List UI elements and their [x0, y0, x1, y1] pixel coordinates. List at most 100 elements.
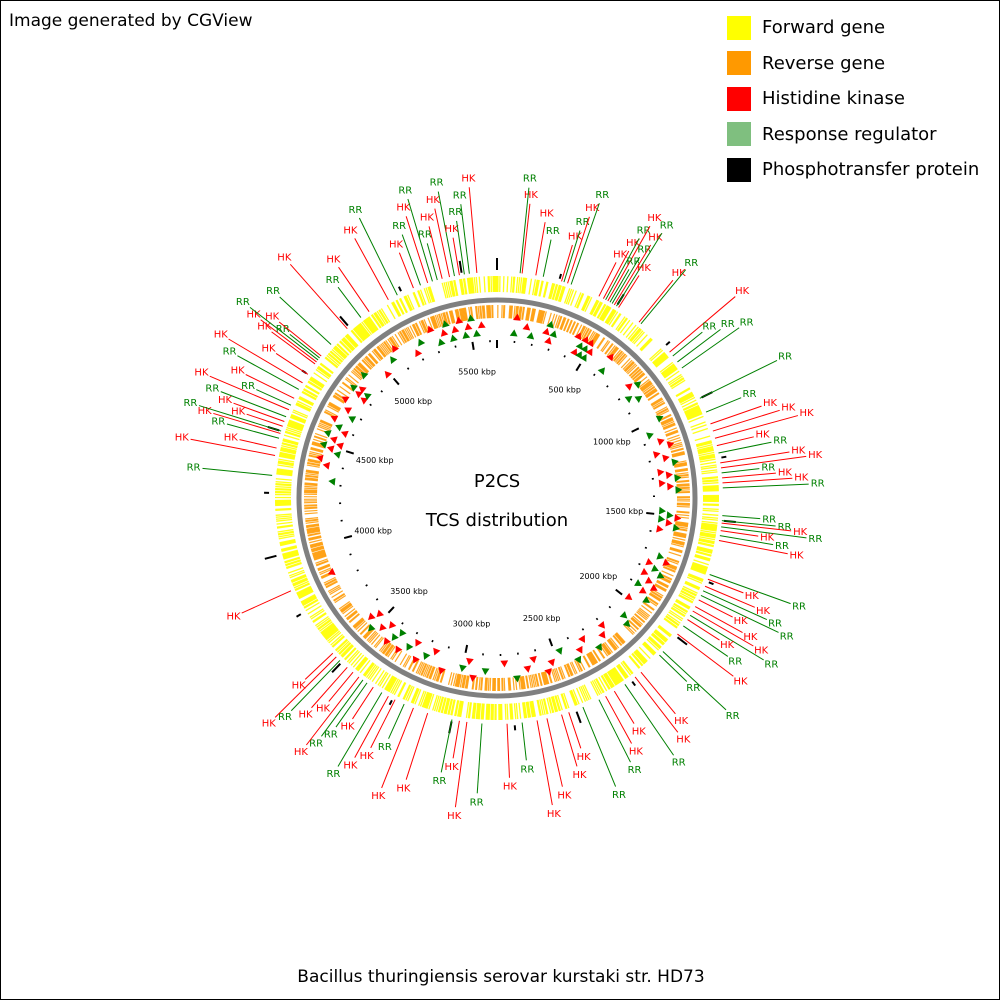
forward-gene-mark — [303, 598, 319, 608]
reverse-gene-mark — [311, 443, 325, 449]
forward-gene-mark — [600, 306, 610, 321]
forward-gene-mark — [697, 445, 714, 451]
forward-gene-mark — [696, 546, 713, 553]
forward-gene-mark — [419, 289, 427, 305]
reverse-gene-mark — [345, 610, 357, 620]
reverse-gene-mark — [617, 355, 628, 366]
reverse-gene-mark — [329, 401, 342, 410]
reverse-gene-mark — [676, 484, 690, 487]
legend-item-response-regulator: Response regulator — [727, 117, 979, 153]
reverse-gene-mark — [312, 550, 326, 556]
forward-gene-mark — [661, 364, 675, 375]
forward-gene-mark — [282, 438, 299, 444]
reverse-gene-mark — [319, 420, 332, 428]
forward-gene-mark — [345, 334, 358, 348]
reverse-gene-mark — [606, 639, 616, 651]
reverse-gene-mark — [477, 305, 480, 319]
reverse-gene-mark — [552, 668, 558, 682]
reverse-gene-mark — [521, 306, 526, 320]
forward-gene-mark — [563, 288, 571, 304]
forward-gene-mark — [584, 296, 593, 313]
feature-leader-line — [337, 286, 362, 318]
forward-gene-mark — [321, 624, 335, 635]
forward-gene-mark — [669, 609, 684, 620]
forward-gene-mark — [278, 533, 295, 538]
reverse-gene-mark — [445, 311, 451, 325]
forward-gene-mark — [279, 538, 296, 544]
reverse-gene-mark — [310, 446, 324, 452]
reverse-gene-mark — [327, 405, 340, 413]
forward-gene-mark — [278, 455, 295, 460]
forward-gene-mark — [341, 339, 354, 352]
forward-gene-mark — [460, 278, 465, 295]
forward-gene-mark — [301, 391, 317, 401]
reverse-gene-mark — [671, 451, 685, 456]
feature-label: RR — [761, 463, 775, 474]
forward-gene-mark — [701, 522, 718, 526]
forward-gene-mark — [307, 380, 323, 391]
forward-gene-mark — [699, 534, 716, 539]
forward-gene-mark — [523, 702, 528, 719]
forward-gene-mark — [299, 395, 315, 405]
reverse-gene-mark — [383, 643, 392, 655]
forward-gene-mark — [576, 293, 585, 309]
reverse-gene-mark — [438, 313, 444, 327]
reverse-gene-mark — [474, 306, 478, 320]
forward-gene-mark — [696, 441, 712, 447]
forward-gene-mark — [698, 453, 715, 459]
forward-gene-mark — [701, 469, 718, 473]
forward-gene-mark — [690, 567, 706, 575]
forward-gene-mark — [679, 395, 695, 404]
forward-gene-mark — [700, 466, 717, 470]
forward-gene-mark — [609, 669, 620, 684]
forward-gene-mark — [606, 671, 617, 686]
forward-gene-mark — [280, 446, 297, 452]
forward-gene-mark — [428, 693, 435, 710]
reverse-gene-mark — [485, 677, 488, 691]
histidine-kinase-marker — [415, 349, 423, 358]
feature-label: HK — [632, 726, 647, 737]
feature-label: RR — [276, 324, 290, 335]
reverse-gene-mark — [628, 619, 640, 630]
feature-label: RR — [430, 178, 444, 189]
forward-gene-mark — [665, 615, 679, 627]
tick-label: 3500 kbp — [390, 587, 428, 596]
forward-gene-mark — [276, 469, 293, 473]
feature-label: RR — [418, 230, 432, 241]
forward-gene-mark — [617, 318, 629, 332]
forward-gene-mark — [285, 559, 301, 566]
forward-gene-mark — [444, 698, 450, 714]
reverse-gene-mark — [575, 659, 583, 672]
feature-leader-line — [354, 695, 389, 758]
forward-gene-mark — [449, 280, 454, 297]
forward-gene-mark — [692, 561, 709, 569]
forward-gene-mark — [332, 636, 345, 648]
forward-gene-mark — [601, 674, 611, 690]
tick-label: 5000 kbp — [394, 397, 432, 406]
forward-gene-mark — [531, 279, 537, 296]
reverse-gene-mark — [450, 672, 455, 686]
forward-gene-mark — [698, 451, 715, 457]
reverse-gene-mark — [380, 641, 390, 653]
histidine-kinase-marker — [657, 438, 665, 446]
forward-gene-mark — [629, 655, 641, 669]
reverse-gene-mark — [624, 361, 635, 372]
reverse-gene-mark — [455, 673, 460, 687]
forward-gene-mark — [631, 653, 643, 667]
reverse-gene-mark — [609, 637, 620, 649]
forward-gene-mark — [682, 585, 698, 594]
feature-label: RR — [628, 765, 642, 776]
forward-gene-mark — [555, 285, 562, 301]
forward-gene-mark — [280, 449, 296, 455]
response-regulator-marker — [418, 338, 426, 347]
reverse-gene-mark — [552, 314, 558, 328]
tick-mark — [437, 350, 441, 354]
reverse-gene-mark — [606, 345, 616, 357]
forward-gene-mark — [477, 703, 481, 720]
forward-gene-mark — [275, 504, 292, 507]
reverse-gene-mark — [586, 330, 595, 343]
forward-gene-mark — [432, 694, 438, 711]
reverse-gene-mark — [457, 674, 462, 688]
feature-label: HK — [420, 213, 435, 224]
forward-gene-mark — [522, 277, 527, 294]
